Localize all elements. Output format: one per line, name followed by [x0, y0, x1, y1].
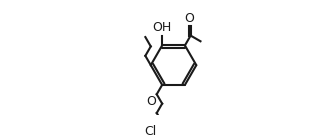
Text: OH: OH	[152, 21, 172, 34]
Text: O: O	[185, 12, 195, 25]
Text: Cl: Cl	[144, 125, 156, 138]
Text: O: O	[146, 95, 156, 108]
